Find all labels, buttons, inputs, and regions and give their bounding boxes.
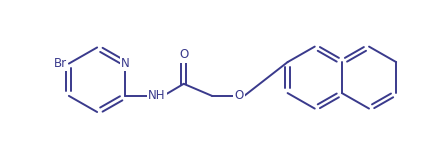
Text: NH: NH — [148, 89, 166, 102]
Text: N: N — [121, 57, 130, 70]
Text: O: O — [234, 89, 244, 102]
Text: Br: Br — [53, 57, 67, 70]
Text: O: O — [179, 48, 188, 62]
